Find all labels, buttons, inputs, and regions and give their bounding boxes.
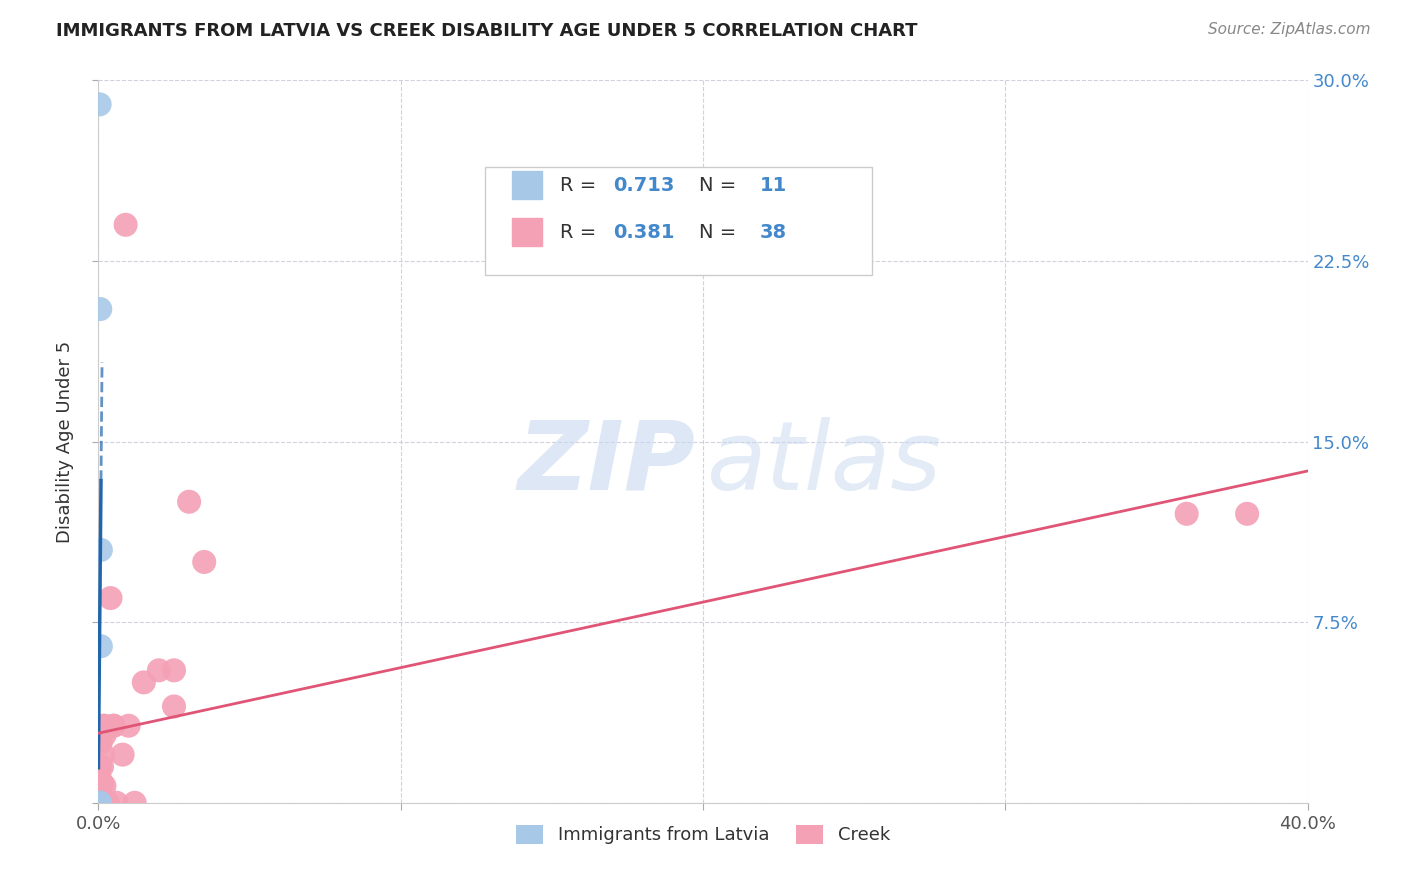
Text: 0.713: 0.713 bbox=[613, 176, 675, 194]
Point bbox=[93, 728, 115, 742]
Text: IMMIGRANTS FROM LATVIA VS CREEK DISABILITY AGE UNDER 5 CORRELATION CHART: IMMIGRANTS FROM LATVIA VS CREEK DISABILI… bbox=[56, 22, 918, 40]
Point bbox=[124, 796, 146, 810]
Point bbox=[90, 639, 112, 653]
Text: N =: N = bbox=[699, 222, 742, 242]
Point bbox=[90, 735, 112, 749]
Point bbox=[148, 664, 170, 678]
Point bbox=[89, 796, 111, 810]
Point bbox=[89, 301, 111, 317]
Point bbox=[179, 494, 201, 508]
Point bbox=[193, 555, 215, 569]
Point bbox=[103, 719, 125, 733]
Point bbox=[93, 796, 115, 810]
Legend: Immigrants from Latvia, Creek: Immigrants from Latvia, Creek bbox=[509, 818, 897, 852]
Bar bbox=[512, 170, 543, 200]
FancyBboxPatch shape bbox=[485, 167, 872, 276]
Point bbox=[90, 796, 112, 810]
Text: Source: ZipAtlas.com: Source: ZipAtlas.com bbox=[1208, 22, 1371, 37]
Text: ZIP: ZIP bbox=[517, 417, 695, 509]
Point bbox=[118, 719, 141, 733]
Point bbox=[87, 796, 110, 810]
Point bbox=[111, 747, 134, 762]
Point bbox=[132, 675, 155, 690]
Point bbox=[87, 796, 110, 810]
Point bbox=[89, 760, 111, 774]
Point bbox=[89, 796, 111, 810]
Text: N =: N = bbox=[699, 176, 742, 194]
Text: R =: R = bbox=[561, 222, 603, 242]
Point bbox=[89, 772, 111, 786]
Text: 0.381: 0.381 bbox=[613, 222, 675, 242]
Point bbox=[1175, 507, 1198, 521]
Bar bbox=[512, 218, 543, 246]
Point bbox=[93, 719, 115, 733]
Point bbox=[91, 776, 114, 790]
Text: 38: 38 bbox=[759, 222, 787, 242]
Point bbox=[87, 796, 110, 810]
Text: R =: R = bbox=[561, 176, 603, 194]
Point bbox=[96, 796, 118, 810]
Point bbox=[87, 796, 110, 810]
Point bbox=[91, 719, 114, 733]
Point bbox=[87, 796, 110, 810]
Point bbox=[163, 699, 186, 714]
Point bbox=[87, 796, 110, 810]
Point bbox=[90, 796, 112, 810]
Point bbox=[91, 760, 114, 774]
Point bbox=[87, 796, 110, 810]
Point bbox=[87, 796, 110, 810]
Point bbox=[103, 719, 125, 733]
Point bbox=[100, 591, 122, 605]
Point bbox=[114, 218, 136, 232]
Point bbox=[89, 784, 111, 798]
Point bbox=[91, 747, 114, 762]
Point bbox=[93, 779, 115, 793]
Point bbox=[90, 542, 112, 557]
Point bbox=[89, 97, 111, 112]
Point bbox=[90, 723, 112, 738]
Point bbox=[163, 664, 186, 678]
Point bbox=[1236, 507, 1258, 521]
Point bbox=[91, 723, 114, 738]
Point bbox=[89, 796, 111, 810]
Point bbox=[89, 796, 111, 810]
Y-axis label: Disability Age Under 5: Disability Age Under 5 bbox=[56, 341, 75, 542]
Point bbox=[105, 796, 128, 810]
Text: 11: 11 bbox=[759, 176, 787, 194]
Text: atlas: atlas bbox=[706, 417, 942, 509]
